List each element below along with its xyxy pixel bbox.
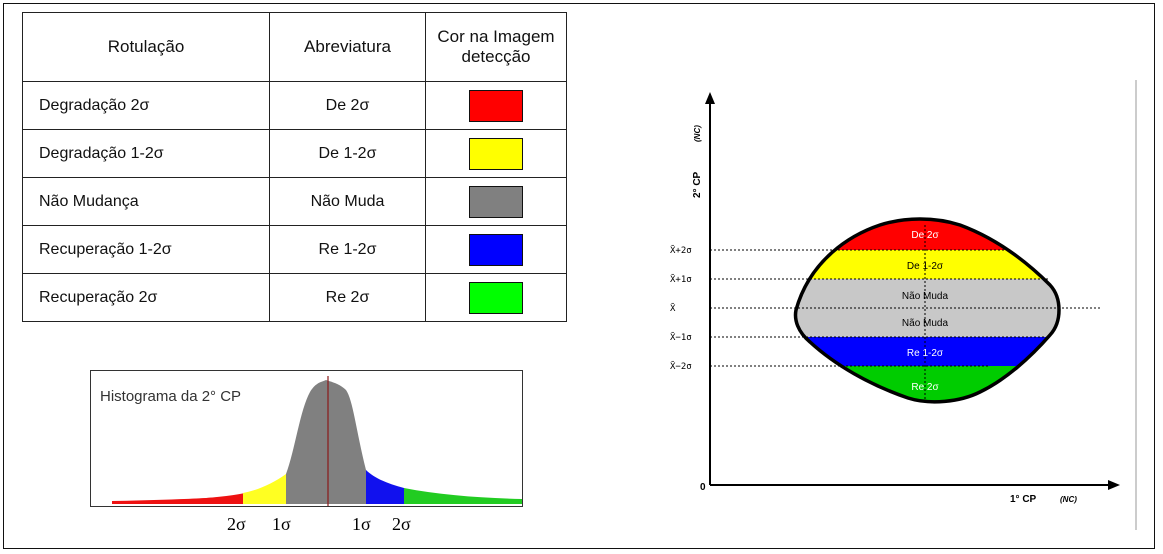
band-label-nao-muda-upper: Não Muda	[902, 291, 949, 302]
level-label-mean: X̄	[670, 302, 676, 314]
row-label: Não Mudança	[39, 192, 139, 210]
color-swatch-gray	[469, 185, 523, 218]
histogram-segment-gray	[286, 380, 366, 504]
band-label-de-1-2sigma: De 1-2σ	[907, 261, 944, 272]
histogram-segment-yellow	[243, 474, 286, 504]
histogram-panel: Histograma da 2° CP 2σ 1σ 1σ 2σ	[90, 370, 523, 534]
histogram-segment-blue	[366, 470, 404, 504]
band-re-1-2sigma	[795, 337, 1059, 366]
legend-row: Recuperação 2σ Re 2σ	[22, 273, 567, 322]
band-label-de-2sigma: De 2σ	[911, 230, 939, 241]
pc-scatter-diagram: X̄+2σ X̄+1σ X̄ X̄−1σ X̄−2σ De 2σ De 1-2σ…	[670, 80, 1137, 530]
histogram-segment-red-2	[190, 493, 245, 504]
y-axis-arrow	[705, 92, 715, 104]
histogram-title: Histograma da 2° CP	[100, 388, 241, 405]
histogram-tick-1sigma-right: 1σ	[352, 514, 371, 534]
y-axis-unit: (NC)	[693, 125, 702, 142]
color-swatch-yellow	[469, 137, 523, 170]
row-color-cell	[425, 225, 567, 274]
row-color-cell	[425, 273, 567, 322]
row-label-cell: Degradação 2σ	[22, 81, 270, 130]
header-color-line1: Cor na Imagem	[437, 27, 555, 46]
classification-legend-table: Rotulação Abreviatura Cor na Imagem detec…	[22, 12, 567, 322]
row-label: Recuperação 2σ	[39, 288, 158, 306]
legend-header-row: Rotulação Abreviatura Cor na Imagem detec…	[22, 12, 567, 82]
row-abbrev: Não Muda	[269, 177, 426, 226]
origin-label: 0	[700, 482, 706, 493]
band-label-re-2sigma: Re 2σ	[911, 382, 939, 393]
band-label-re-1-2sigma: Re 1-2σ	[907, 348, 944, 359]
row-label-cell: Não Mudança	[22, 177, 270, 226]
header-abbrev: Abreviatura	[269, 12, 426, 82]
level-label-minus-1sigma: X̄−1σ	[670, 331, 692, 343]
level-lines	[710, 249, 1100, 367]
level-label-minus-2sigma: X̄−2σ	[670, 360, 692, 372]
color-swatch-blue	[469, 233, 523, 266]
row-label-cell: Recuperação 2σ	[22, 273, 270, 322]
x-axis-label: 1° CP	[1010, 494, 1037, 505]
y-axis-label: 2° CP	[692, 171, 703, 198]
row-label: Degradação 2σ	[39, 96, 150, 114]
lens-outline	[793, 217, 1061, 404]
row-label: Recuperação 1-2σ	[39, 240, 172, 258]
histogram-tick-2sigma-left: 2σ	[227, 514, 246, 534]
row-color-cell	[425, 177, 567, 226]
histogram-tick-2sigma-right: 2σ	[392, 514, 411, 534]
histogram-segment-green	[404, 488, 522, 504]
row-abbrev: De 2σ	[269, 81, 426, 130]
x-axis-unit: (NC)	[1060, 495, 1077, 504]
band-label-nao-muda-lower: Não Muda	[902, 318, 949, 329]
row-label-cell: Recuperação 1-2σ	[22, 225, 270, 274]
legend-row: Degradação 1-2σ De 1-2σ	[22, 129, 567, 178]
header-label: Rotulação	[22, 12, 270, 82]
row-label-cell: Degradação 1-2σ	[22, 129, 270, 178]
row-abbrev: Re 1-2σ	[269, 225, 426, 274]
level-label-plus-2sigma: X̄+2σ	[670, 244, 692, 256]
row-abbrev: Re 2σ	[269, 273, 426, 322]
level-label-plus-1sigma: X̄+1σ	[670, 273, 692, 285]
row-color-cell	[425, 129, 567, 178]
figure-frame	[3, 3, 1155, 549]
row-color-cell	[425, 81, 567, 130]
color-swatch-green	[469, 281, 523, 314]
legend-row: Recuperação 1-2σ Re 1-2σ	[22, 225, 567, 274]
header-color: Cor na Imagem detecção	[425, 12, 567, 82]
color-swatch-red	[469, 89, 523, 122]
x-axis-arrow	[1108, 480, 1120, 490]
header-color-line2: detecção	[461, 47, 531, 66]
histogram-tick-1sigma-left: 1σ	[272, 514, 291, 534]
row-label: Degradação 1-2σ	[39, 144, 164, 162]
legend-row: Não Mudança Não Muda	[22, 177, 567, 226]
legend-row: Degradação 2σ De 2σ	[22, 81, 567, 130]
row-abbrev: De 1-2σ	[269, 129, 426, 178]
